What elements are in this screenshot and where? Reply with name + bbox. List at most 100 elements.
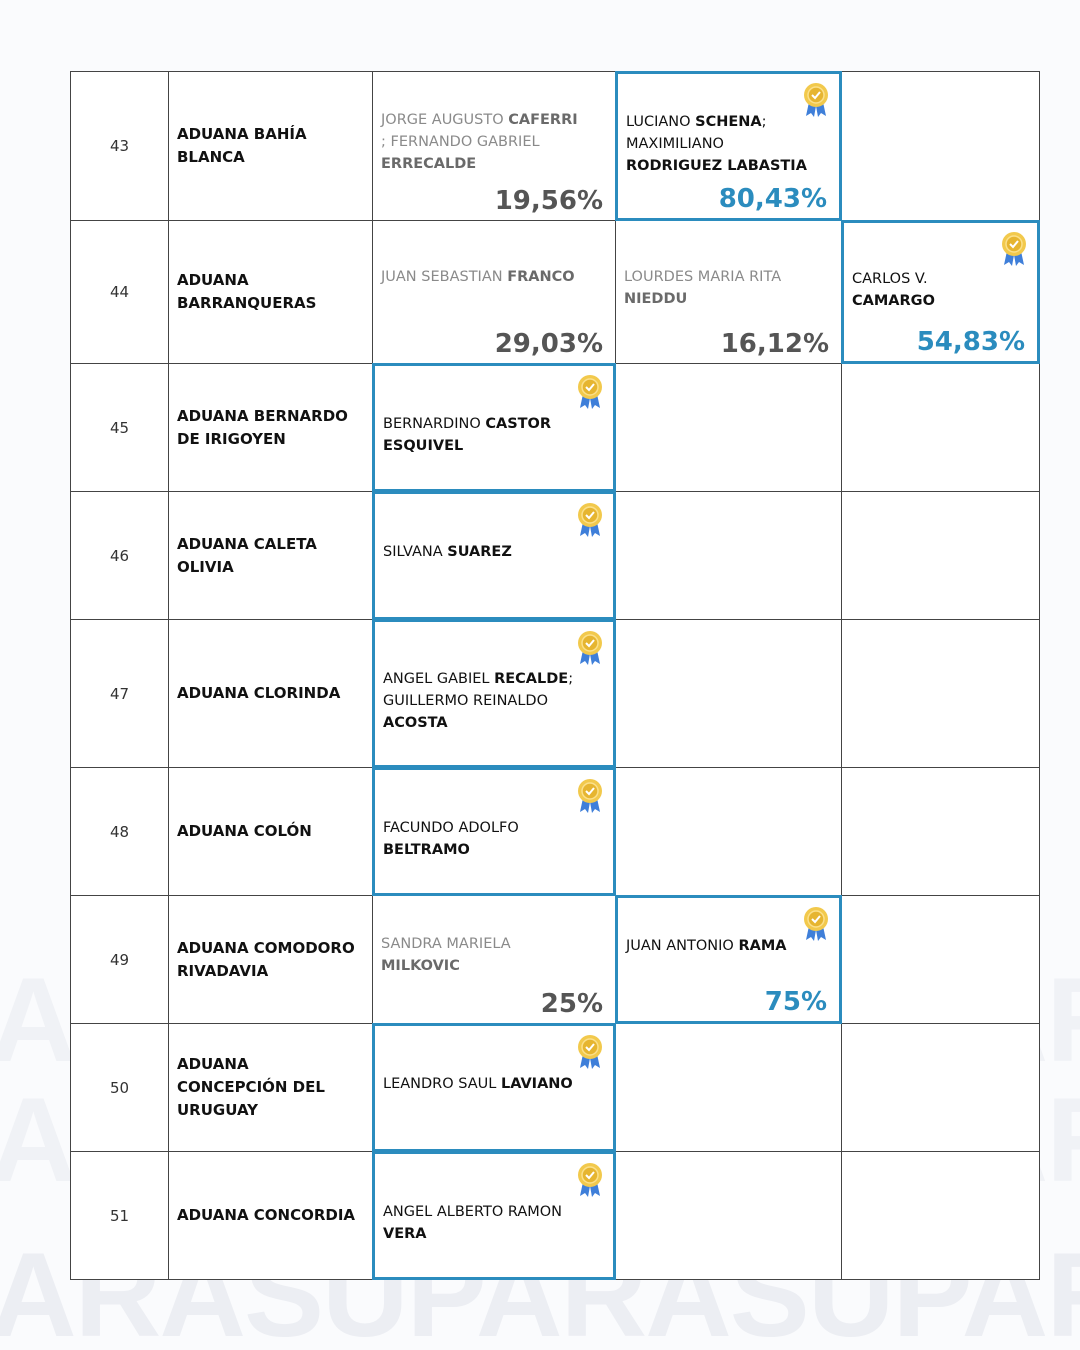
row-number: 47 <box>70 619 169 768</box>
award-badge-icon <box>1001 231 1027 267</box>
candidate-given-name: LEANDRO SAUL <box>383 1076 501 1092</box>
candidate-names: LUCIANO SCHENA; MAXIMILIANO RODRIGUEZ LA… <box>626 111 809 177</box>
vote-percentage: 25% <box>540 989 603 1019</box>
vote-percentage: 75% <box>764 987 827 1017</box>
candidate-surname: RODRIGUEZ LABASTIA <box>626 157 807 174</box>
empty-cell <box>841 895 1040 1024</box>
aduana-name: ADUANA CONCEPCIÓN DEL URUGUAY <box>168 1023 373 1152</box>
award-badge-icon <box>577 502 603 538</box>
candidate-names: LOURDES MARIA RITA NIEDDU <box>624 266 811 310</box>
candidate-names: JUAN SEBASTIAN FRANCO <box>381 266 585 288</box>
candidate-given-name: LOURDES MARIA RITA <box>624 268 782 285</box>
candidate-given-name: ; FERNANDO GABRIEL <box>381 133 540 150</box>
empty-cell <box>615 363 842 492</box>
empty-cell <box>841 1151 1040 1280</box>
aduana-name: ADUANA CLORINDA <box>168 619 373 768</box>
candidate-surname: CAFERRI <box>508 111 578 128</box>
empty-cell <box>615 491 842 620</box>
candidate-given-name: SANDRA MARIELA <box>381 936 511 952</box>
candidate-given-name: JORGE AUGUSTO <box>381 111 509 128</box>
candidate-given-name: ; GUILLERMO REINALDO <box>383 671 574 709</box>
empty-cell <box>841 767 1040 896</box>
candidate-given-name: ANGEL GABIEL <box>383 671 495 687</box>
empty-cell <box>841 491 1040 620</box>
row-number: 49 <box>70 895 169 1024</box>
award-badge-icon <box>577 630 603 666</box>
candidate-cell: SANDRA MARIELA MILKOVIC 25% <box>372 895 616 1024</box>
vote-percentage: 80,43% <box>718 184 827 214</box>
candidate-surname: LAVIANO <box>500 1076 573 1092</box>
aduana-name: ADUANA CALETA OLIVIA <box>168 491 373 620</box>
candidate-surname: ACOSTA <box>383 715 448 731</box>
row-number: 43 <box>70 71 169 221</box>
row-number: 48 <box>70 767 169 896</box>
candidate-surname: NIEDDU <box>624 290 688 307</box>
candidate-given-name: BERNARDINO <box>383 416 486 432</box>
candidate-surname: SUAREZ <box>447 544 512 560</box>
candidate-surname: RECALDE <box>494 671 569 687</box>
candidate-surname: ERRECALDE <box>381 155 477 172</box>
candidate-names: SILVANA SUAREZ <box>383 541 583 563</box>
candidate-given-name: ANGEL ALBERTO RAMON <box>383 1204 563 1220</box>
candidate-surname: SCHENA <box>695 113 762 130</box>
results-table: 43 ADUANA BAHÍA BLANCA JORGE AUGUSTO CAFER… <box>70 71 1040 1280</box>
candidate-surname: BELTRAMO <box>383 842 470 858</box>
candidate-names: JORGE AUGUSTO CAFERRI ; FERNANDO GABRIEL… <box>381 109 585 175</box>
row-number: 46 <box>70 491 169 620</box>
candidate-cell: JUAN SEBASTIAN FRANCO 29,03% <box>372 220 616 364</box>
winner-candidate-cell: ANGEL ALBERTO RAMON VERA <box>372 1151 616 1280</box>
empty-cell <box>615 1023 842 1152</box>
award-badge-icon <box>577 1034 603 1070</box>
empty-cell <box>615 1151 842 1280</box>
row-number: 50 <box>70 1023 169 1152</box>
candidate-surname: RAMA <box>738 938 787 954</box>
empty-cell <box>841 363 1040 492</box>
vote-percentage: 16,12% <box>720 329 829 359</box>
vote-percentage: 29,03% <box>494 329 603 359</box>
winner-candidate-cell: LUCIANO SCHENA; MAXIMILIANO RODRIGUEZ LA… <box>615 71 842 221</box>
candidate-given-name: LUCIANO <box>626 113 696 130</box>
winner-candidate-cell: CARLOS V. CAMARGO 54,83% <box>841 220 1040 364</box>
empty-cell <box>841 71 1040 221</box>
candidate-given-name: ; MAXIMILIANO <box>626 113 767 152</box>
candidate-surname: FRANCO <box>507 268 575 285</box>
candidate-cell: LOURDES MARIA RITA NIEDDU 16,12% <box>615 220 842 364</box>
candidate-surname: VERA <box>383 1226 427 1242</box>
winner-candidate-cell: ANGEL GABIEL RECALDE; GUILLERMO REINALDO… <box>372 619 616 768</box>
winner-candidate-cell: LEANDRO SAUL LAVIANO <box>372 1023 616 1152</box>
empty-cell <box>841 1023 1040 1152</box>
award-badge-icon <box>577 1162 603 1198</box>
aduana-name: ADUANA CONCORDIA <box>168 1151 373 1280</box>
aduana-name: ADUANA COLÓN <box>168 767 373 896</box>
candidate-names: SANDRA MARIELA MILKOVIC <box>381 933 585 977</box>
winner-candidate-cell: JUAN ANTONIO RAMA 75% <box>615 895 842 1024</box>
candidate-given-name: JUAN ANTONIO <box>626 938 739 954</box>
empty-cell <box>841 619 1040 768</box>
aduana-name: ADUANA BARRANQUERAS <box>168 220 373 364</box>
candidate-surname: CAMARGO <box>852 292 935 309</box>
award-badge-icon <box>803 906 829 942</box>
award-badge-icon <box>577 374 603 410</box>
candidate-names: ANGEL ALBERTO RAMON VERA <box>383 1201 583 1245</box>
candidate-names: BERNARDINO CASTOR ESQUIVEL <box>383 413 583 457</box>
winner-candidate-cell: FACUNDO ADOLFO BELTRAMO <box>372 767 616 896</box>
candidate-surname: MILKOVIC <box>381 958 460 974</box>
candidate-names: ANGEL GABIEL RECALDE; GUILLERMO REINALDO… <box>383 668 583 734</box>
aduana-name: ADUANA BAHÍA BLANCA <box>168 71 373 221</box>
candidate-cell: JORGE AUGUSTO CAFERRI ; FERNANDO GABRIEL… <box>372 71 616 221</box>
candidate-names: LEANDRO SAUL LAVIANO <box>383 1073 583 1095</box>
row-number: 44 <box>70 220 169 364</box>
winner-candidate-cell: SILVANA SUAREZ <box>372 491 616 620</box>
candidate-names: CARLOS V. CAMARGO <box>852 268 1007 312</box>
candidate-surname: CASTOR ESQUIVEL <box>383 416 552 454</box>
award-badge-icon <box>803 82 829 118</box>
aduana-name: ADUANA BERNARDO DE IRIGOYEN <box>168 363 373 492</box>
candidate-given-name: CARLOS V. <box>852 270 928 287</box>
row-number: 45 <box>70 363 169 492</box>
award-badge-icon <box>577 778 603 814</box>
empty-cell <box>615 767 842 896</box>
candidate-names: JUAN ANTONIO RAMA <box>626 935 809 957</box>
candidate-given-name: FACUNDO ADOLFO <box>383 820 519 836</box>
vote-percentage: 19,56% <box>494 186 603 216</box>
